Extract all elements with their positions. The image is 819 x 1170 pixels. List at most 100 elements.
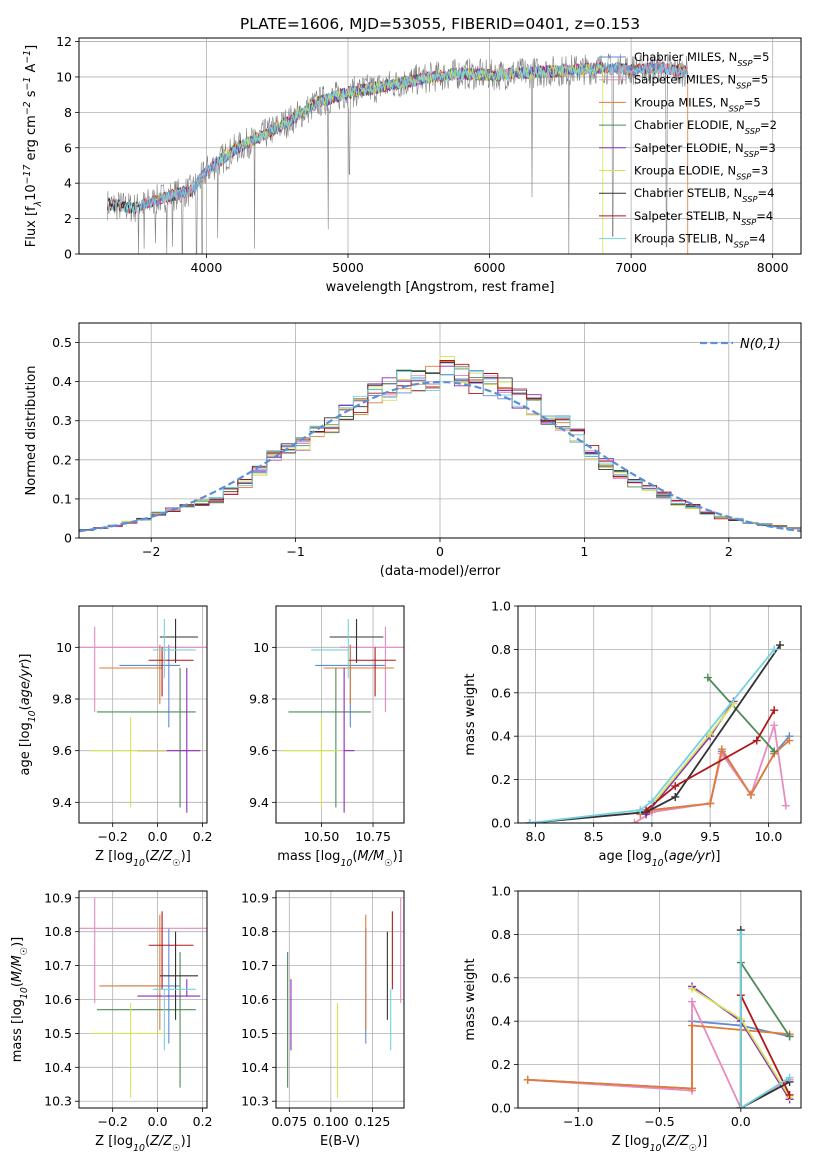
mass-z-chart-xlabel: Z [log10(Z/Z☉)] — [95, 1134, 191, 1154]
y-tick-label: 0.0 — [491, 1101, 511, 1116]
mass-ebv-chart: 0.075 0.100 0.125 10.3 10.4 10.5 10.6 10.7 10.8 1… — [241, 890, 405, 1149]
residuals-chart-marks — [79, 355, 801, 538]
errorbar-chabrier-stelib — [329, 618, 384, 663]
y-tick-label: 10.3 — [44, 1094, 72, 1109]
y-tick-label: 10.8 — [44, 924, 72, 939]
weight-z-chart-xlabel: Z [log10(Z/Z☉)] — [612, 1134, 708, 1154]
y-tick-label: 10 — [56, 69, 72, 84]
series-marker — [688, 997, 697, 1006]
y-tick-label: 1.0 — [491, 884, 511, 899]
x-tick-label: 0.0 — [148, 829, 168, 844]
errorbar-kroupa-miles — [99, 644, 163, 705]
series-marker — [706, 730, 715, 739]
residuals-chart-xlabel: (data-model)/error — [380, 564, 501, 579]
spectrum-legend: Chabrier MILES, NSSP=5 Salpeter MILES, NS… — [599, 50, 777, 250]
y-tick-label: 0 — [64, 531, 72, 546]
series-marker — [703, 673, 712, 682]
series-marker — [770, 721, 779, 730]
x-tick-label: −0.2 — [98, 829, 128, 844]
age-mass-chart-xlabel: mass [log10(M/M☉)] — [277, 849, 403, 869]
x-tick-label: 8.5 — [584, 829, 604, 844]
errorbar-kroupa-elodie — [282, 717, 340, 808]
residuals-chart: −2 −1 0 1 2 0 0.1 0.2 0.3 0.4 0.5 (data-model)/erro… — [24, 322, 802, 579]
series-marker — [736, 930, 745, 939]
series-marker — [523, 1075, 532, 1084]
series-marker — [785, 1090, 794, 1099]
series-marker — [770, 747, 779, 756]
x-tick-label: 2 — [725, 544, 733, 559]
x-tick-label: −0.2 — [98, 1114, 128, 1129]
series-line — [707, 676, 775, 753]
legend-label-salpeter-stelib: Salpeter STELIB, NSSP=4 — [634, 209, 773, 227]
age-z-chart-grid — [79, 606, 207, 823]
errorbar-salpeter-elodie — [343, 668, 355, 813]
histogram-kroupa-stelib — [79, 366, 801, 538]
series-marker — [785, 1073, 794, 1082]
weight-z-chart-ylabel: mass weight — [463, 958, 478, 1040]
series-line — [739, 934, 791, 1108]
mass-ebv-chart-marks — [287, 897, 402, 1098]
weight-z-chart-grid — [518, 890, 801, 1109]
series-marker — [647, 797, 656, 806]
x-tick-label: 0.0 — [731, 1114, 751, 1129]
weight-z-chart: −1.0 −0.5 0.0 0.0 0.2 0.4 0.6 0.8 1.0 Z [log10(Z/… — [463, 884, 802, 1154]
mass-z-chart: −0.2 0.0 0.2 10.3 10.4 10.5 10.6 10.7 10.8 10.9 Z … — [10, 890, 212, 1153]
series-chabrier-stelib — [525, 641, 785, 823]
y-tick-label: 12 — [56, 34, 72, 49]
y-tick-label: 0 — [64, 247, 72, 262]
y-tick-label: 10.6 — [44, 992, 72, 1007]
x-tick-label: −2 — [142, 544, 160, 559]
y-tick-label: 10.5 — [44, 1026, 72, 1041]
x-tick-label: 4000 — [191, 260, 223, 275]
legend-label-normal: N(0,1) — [740, 337, 781, 352]
y-tick-label: 0.0 — [491, 816, 511, 831]
spectrum-chart-frame — [78, 37, 802, 255]
weight-z-chart-marks — [523, 926, 794, 1108]
series-marker — [717, 745, 726, 754]
y-tick-label: 0.4 — [491, 729, 511, 744]
residuals-chart-ylabel: Normed distribution — [24, 366, 39, 496]
errorbar-kroupa-stelib — [153, 618, 196, 679]
y-tick-label: 8 — [64, 105, 72, 120]
weight-age-chart: 8.0 8.5 9.0 9.5 10.0 0.0 0.2 0.4 0.6 0.8 1.0 age [l… — [463, 599, 802, 869]
errorbar-kroupa-elodie — [90, 1002, 167, 1098]
age-mass-chart-marks — [282, 618, 404, 813]
series-line — [739, 994, 791, 1096]
mass-z-chart-ylabel: mass [log10(M/M☉)] — [10, 937, 30, 1063]
x-tick-label: 10.50 — [304, 829, 340, 844]
y-tick-label: 10.8 — [241, 924, 269, 939]
y-tick-label: 0.2 — [491, 1057, 511, 1072]
series-salpeter-stelib — [642, 706, 779, 814]
model-line-kroupa-stelib — [106, 61, 688, 213]
y-tick-label: 0.2 — [52, 452, 72, 467]
y-tick-label: 0.4 — [491, 1014, 511, 1029]
series-marker — [688, 984, 697, 993]
y-tick-label: 0.6 — [491, 970, 511, 985]
y-tick-label: 9.6 — [52, 743, 72, 758]
legend-label-chabrier-miles: Chabrier MILES, NSSP=5 — [634, 50, 769, 68]
x-tick-label: 9.5 — [700, 829, 720, 844]
errorbar-salpeter-miles — [79, 897, 207, 1003]
y-tick-label: 0.2 — [491, 772, 511, 787]
age-mass-chart-frame — [275, 605, 405, 824]
series-marker — [671, 782, 680, 791]
mass-ebv-chart-xlabel: E(B-V) — [320, 1134, 360, 1149]
normal-curve — [79, 380, 801, 533]
weight-age-chart-ylabel: mass weight — [463, 673, 478, 755]
series-marker — [781, 801, 790, 810]
series-marker — [770, 706, 779, 715]
age-z-chart: −0.2 0.0 0.2 9.4 9.6 9.8 10 Z [log10(Z/Z☉)] age … — [18, 605, 212, 869]
x-tick-label: 0.075 — [271, 1114, 307, 1129]
legend-label-kroupa-elodie: Kroupa ELODIE, NSSP=3 — [634, 164, 768, 182]
errorbar-chabrier-stelib — [159, 931, 199, 1020]
series-marker — [770, 645, 779, 654]
errorbar-salpeter-stelib — [148, 911, 194, 990]
y-tick-label: 10.4 — [44, 1060, 72, 1075]
series-kroupa-miles — [636, 736, 794, 819]
age-z-chart-ylabel: age [log10(age/yr)] — [18, 653, 38, 775]
spectrum-chart-ylabel: Flux [fλ10−17 erg cm−2 s−1 A−1] — [22, 45, 44, 247]
mass-ebv-chart-grid — [276, 891, 404, 1108]
x-tick-label: 6000 — [474, 260, 506, 275]
series-marker — [776, 641, 785, 650]
y-tick-label: 9.8 — [52, 692, 72, 707]
